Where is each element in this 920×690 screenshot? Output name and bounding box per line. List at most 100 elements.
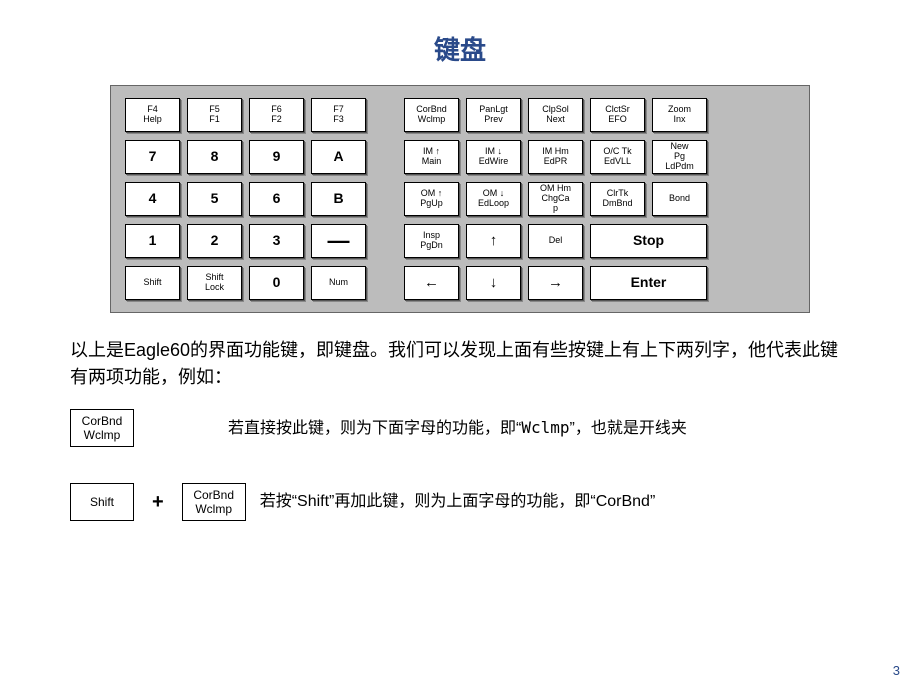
dash-icon: — xyxy=(328,234,350,247)
key[interactable]: InspPgDn xyxy=(404,224,459,258)
key[interactable]: 4 xyxy=(125,182,180,216)
example-2-key-top: CorBnd xyxy=(193,488,234,502)
key-top-label: Num xyxy=(329,278,348,288)
key[interactable]: 6 xyxy=(249,182,304,216)
key[interactable]: 2 xyxy=(187,224,242,258)
arrow-icon: ← xyxy=(424,275,439,292)
key[interactable]: ↑ xyxy=(466,224,521,258)
page-number: 3 xyxy=(893,663,900,678)
key-bottom-label: Lock xyxy=(205,283,224,293)
key[interactable]: F6F2 xyxy=(249,98,304,132)
key[interactable]: O/C TkEdVLL xyxy=(590,140,645,174)
keyboard-gap xyxy=(373,182,397,216)
page-title: 键盘 xyxy=(0,0,920,85)
arrow-icon: ↑ xyxy=(490,233,498,250)
keyboard-row: 456B OM ↑PgUpOM ↓EdLoopOM HmChgCapClrTkDm… xyxy=(125,182,795,216)
key-top-label: Bond xyxy=(669,194,690,204)
key[interactable]: OM ↑PgUp xyxy=(404,182,459,216)
example-1-text-mono: Wclmp xyxy=(521,418,569,437)
key[interactable]: ShiftLock xyxy=(187,266,242,300)
key[interactable]: → xyxy=(528,266,583,300)
keyboard-panel: F4HelpF5F1F6F2F7F3CorBndWclmpPanLgtPrevC… xyxy=(110,85,810,313)
key[interactable]: Enter xyxy=(590,266,707,300)
example-2-text: 若按“Shift”再加此键，则为上面字母的功能，即“CorBnd” xyxy=(260,490,656,514)
key[interactable]: B xyxy=(311,182,366,216)
key[interactable]: 7 xyxy=(125,140,180,174)
keyboard-gap xyxy=(373,224,397,258)
key[interactable]: ClrTkDmBnd xyxy=(590,182,645,216)
key-bottom-label: Wclmp xyxy=(418,115,446,125)
key[interactable]: Num xyxy=(311,266,366,300)
key-top-label: Shift xyxy=(143,278,161,288)
example-2-shift-label: Shift xyxy=(90,495,114,509)
key-bottom-label: Prev xyxy=(484,115,503,125)
key-bottom-label: F1 xyxy=(209,115,220,125)
key-bottom-label-2: p xyxy=(553,204,558,214)
key[interactable]: F4Help xyxy=(125,98,180,132)
plus-sign: + xyxy=(152,487,164,517)
key[interactable]: 1 xyxy=(125,224,180,258)
key[interactable]: 0 xyxy=(249,266,304,300)
key-bottom-label: EdLoop xyxy=(478,199,509,209)
example-1-key-bottom: Wclmp xyxy=(84,428,121,442)
example-1-text: 若直接按此键，则为下面字母的功能，即“Wclmp”，也就是开线夹 xyxy=(228,416,687,441)
key[interactable]: 3 xyxy=(249,224,304,258)
keyboard-gap xyxy=(373,266,397,300)
key[interactable]: IM HmEdPR xyxy=(528,140,583,174)
example-1-row: CorBnd Wclmp 若直接按此键，则为下面字母的功能，即“Wclmp”，也… xyxy=(70,409,850,447)
key-bottom-label: DmBnd xyxy=(602,199,632,209)
keyboard-row: F4HelpF5F1F6F2F7F3CorBndWclmpPanLgtPrevC… xyxy=(125,98,795,132)
key[interactable]: 5 xyxy=(187,182,242,216)
key-bottom-label: F2 xyxy=(271,115,282,125)
key[interactable]: A xyxy=(311,140,366,174)
key[interactable]: ClpSolNext xyxy=(528,98,583,132)
example-2-shift-key: Shift xyxy=(70,483,134,521)
key[interactable]: PanLgtPrev xyxy=(466,98,521,132)
key[interactable]: ↓ xyxy=(466,266,521,300)
key-bottom-label: EdPR xyxy=(544,157,568,167)
key[interactable]: F5F1 xyxy=(187,98,242,132)
key[interactable]: ClctSrEFO xyxy=(590,98,645,132)
keyboard-gap xyxy=(373,140,397,174)
key[interactable]: F7F3 xyxy=(311,98,366,132)
keyboard-gap xyxy=(373,98,397,132)
key[interactable]: OM HmChgCap xyxy=(528,182,583,216)
key[interactable]: — xyxy=(311,224,366,258)
key-bottom-label: PgDn xyxy=(420,241,443,251)
key-bottom-label: Help xyxy=(143,115,162,125)
key[interactable]: IM ↑Main xyxy=(404,140,459,174)
key-bottom-label: PgUp xyxy=(420,199,443,209)
example-2-key: CorBnd Wclmp xyxy=(182,483,246,521)
key-bottom-label: Inx xyxy=(673,115,685,125)
key-bottom-label: EFO xyxy=(608,115,627,125)
key-bottom-label: Main xyxy=(422,157,442,167)
key[interactable]: Shift xyxy=(125,266,180,300)
keyboard-row: 123 — InspPgDn ↑ Del Stop xyxy=(125,224,795,258)
example-2-row: Shift + CorBnd Wclmp 若按“Shift”再加此键，则为上面字… xyxy=(70,483,850,521)
key[interactable]: NewPgLdPdm xyxy=(652,140,707,174)
key[interactable]: Del xyxy=(528,224,583,258)
key-bottom-label: Next xyxy=(546,115,565,125)
example-1-key: CorBnd Wclmp xyxy=(70,409,134,447)
key[interactable]: IM ↓EdWire xyxy=(466,140,521,174)
key-top-label: Del xyxy=(549,236,563,246)
key[interactable]: Stop xyxy=(590,224,707,258)
arrow-icon: ↓ xyxy=(490,275,498,292)
example-1-text-a: 若直接按此键，则为下面字母的功能，即“ xyxy=(228,420,521,437)
key-bottom-label-2: LdPdm xyxy=(665,162,694,172)
arrow-icon: → xyxy=(548,275,563,292)
keyboard-row: 789A IM ↑MainIM ↓EdWireIM HmEdPRO/C TkEdV… xyxy=(125,140,795,174)
key[interactable]: 8 xyxy=(187,140,242,174)
example-1-text-b: ”，也就是开线夹 xyxy=(570,420,687,437)
key-bottom-label: EdWire xyxy=(479,157,509,167)
key[interactable]: OM ↓EdLoop xyxy=(466,182,521,216)
key[interactable]: ZoomInx xyxy=(652,98,707,132)
key[interactable]: Bond xyxy=(652,182,707,216)
keyboard-row: Shift ShiftLock0 Num ← ↓ → Enter xyxy=(125,266,795,300)
key[interactable]: ← xyxy=(404,266,459,300)
key[interactable]: CorBndWclmp xyxy=(404,98,459,132)
example-2-key-bottom: Wclmp xyxy=(195,502,232,516)
example-1-key-top: CorBnd xyxy=(82,414,123,428)
explain-paragraph: 以上是Eagle60的界面功能键，即键盘。我们可以发现上面有些按键上有上下两列字… xyxy=(70,337,850,391)
key[interactable]: 9 xyxy=(249,140,304,174)
